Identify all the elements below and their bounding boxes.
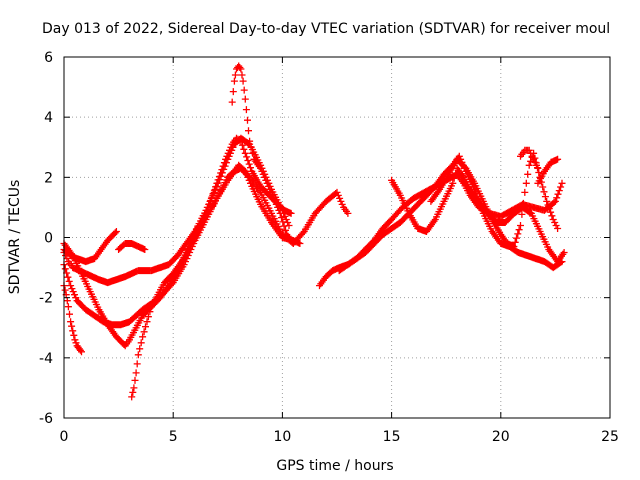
series-markers xyxy=(60,164,352,287)
series-markers xyxy=(228,62,297,247)
axis-ticks: 0 5 10 15 20 25 -6 -4 -2 0 2 4 6 xyxy=(39,50,619,445)
x-axis-title: GPS time / hours xyxy=(276,458,393,474)
series-markers xyxy=(427,149,562,250)
series-markers xyxy=(534,155,562,187)
y-tick-label: -4 xyxy=(39,351,53,367)
grid-lines xyxy=(64,57,610,418)
x-tick-label: 5 xyxy=(169,429,178,445)
data-series xyxy=(60,62,568,401)
x-tick-label: 0 xyxy=(60,429,69,445)
series-track-6 xyxy=(115,240,149,253)
y-tick-label: 2 xyxy=(44,170,53,186)
y-tick-label: 0 xyxy=(44,231,53,247)
chart-title: Day 013 of 2022, Sidereal Day-to-day VTE… xyxy=(42,21,610,37)
y-tick-label: 6 xyxy=(44,50,53,66)
y-axis-title: SDTVAR / TECUs xyxy=(7,180,23,295)
series-markers xyxy=(115,240,149,253)
x-tick-label: 10 xyxy=(273,429,291,445)
series-markers xyxy=(517,146,542,172)
x-tick-label: 15 xyxy=(383,429,401,445)
series-track-8 xyxy=(228,62,297,247)
x-tick-label: 20 xyxy=(492,429,510,445)
y-tick-label: -2 xyxy=(39,291,53,307)
y-tick-label: 4 xyxy=(44,110,53,126)
series-track-14 xyxy=(534,155,562,187)
y-tick-label: -6 xyxy=(39,411,53,427)
x-tick-label: 25 xyxy=(601,429,619,445)
series-track-12 xyxy=(427,149,562,250)
series-track-13 xyxy=(517,146,542,172)
series-track-2 xyxy=(60,164,352,287)
